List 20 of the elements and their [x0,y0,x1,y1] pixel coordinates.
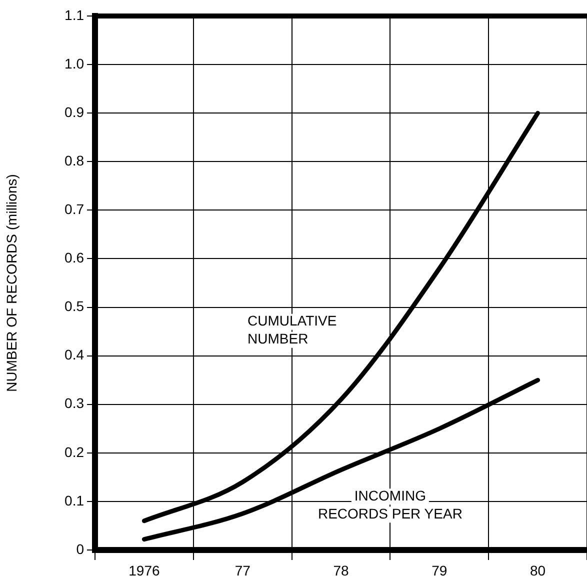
y-tick-label: 0.9 [64,104,84,120]
y-tick-label: 0.8 [64,152,84,168]
series-label: INCOMING RECORDS PER YEAR [318,487,462,522]
x-tick-label: 77 [234,562,251,578]
y-tick-label: 0.4 [64,346,84,363]
x-tick-label: 1976 [128,562,160,578]
y-tick-label: 1.1 [64,6,84,23]
y-tick-label: 0.3 [64,395,84,412]
y-tick-label: 0.6 [64,250,84,266]
x-tick-label: 79 [432,562,448,578]
y-tick-label: 0.7 [64,201,84,218]
y-tick-label: 0.2 [64,444,84,460]
y-tick-label: 0.1 [64,492,84,508]
y-tick-label: 0 [76,540,84,557]
x-tick-label: 80 [530,562,546,578]
y-axis-title: NUMBER OF RECORDS (millions) [3,174,20,392]
y-tick-label: 1.0 [64,55,84,72]
y-tick-label: 0.5 [64,298,84,314]
text: CUMULATIVE NUMBER [248,312,337,347]
x-tick-label: 78 [333,562,349,578]
